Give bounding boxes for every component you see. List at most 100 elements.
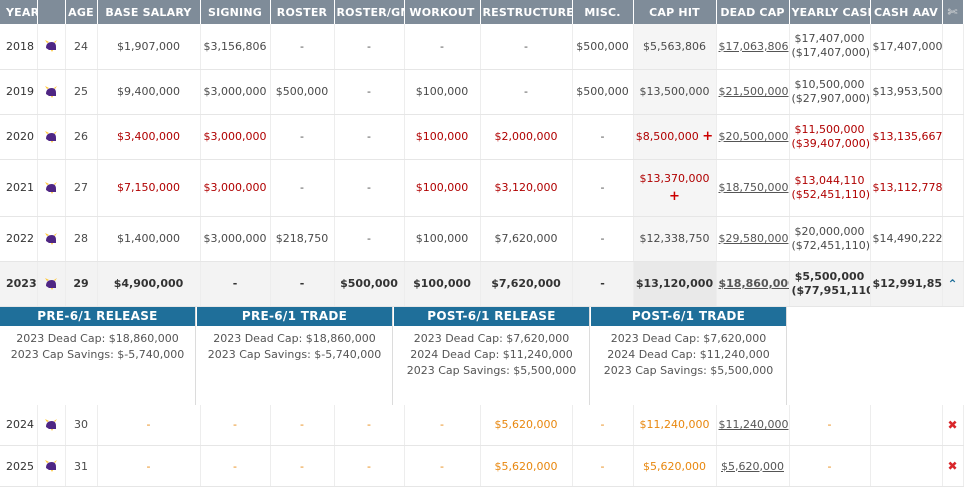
vikings-helmet-icon [45, 130, 57, 143]
dead-cap-cell[interactable]: $20,500,000 [716, 114, 790, 160]
col-signing[interactable]: SIGNING [200, 0, 271, 24]
col-yearly-cash[interactable]: YEARLY CASH [789, 0, 871, 24]
dead-cap-cell[interactable]: $17,063,806 [716, 24, 790, 70]
cap-hit-cell: $12,338,750 [633, 216, 717, 262]
vikings-helmet-icon [45, 418, 57, 431]
age-cell: 28 [65, 216, 98, 262]
vikings-helmet-icon [45, 232, 57, 245]
vikings-helmet-icon [45, 40, 57, 53]
scenario-line: 2023 Dead Cap: $18,860,000 [213, 331, 376, 345]
dead-cap-link[interactable]: $21,500,000 [718, 85, 789, 98]
scenario-title: PRE-6/1 RELEASE [0, 306, 195, 326]
misc-cell: - [572, 114, 634, 160]
col-age[interactable]: AGE [65, 0, 98, 24]
dead-cap-cell[interactable]: $5,620,000 [716, 445, 790, 487]
cash-aav-cell: $12,991,852 [870, 261, 943, 307]
scenario-title: POST-6/1 RELEASE [394, 306, 589, 326]
scissors-icon[interactable]: ✄ [947, 5, 958, 19]
vikings-helmet-icon [45, 85, 57, 98]
col-restructure[interactable]: RESTRUCTURE [480, 0, 573, 24]
col-base-salary[interactable]: BASE SALARY [97, 0, 201, 24]
col-misc[interactable]: MISC. [572, 0, 634, 24]
dead-cap-cell[interactable]: $11,240,000 [716, 404, 790, 446]
roster-gm-cell: - [334, 445, 405, 487]
table-row[interactable]: 2022 28 $1,400,000 $3,000,000 $218,750 -… [0, 216, 964, 262]
cumulative-cash-value: ($52,451,110) [791, 187, 870, 201]
roster-cell: - [270, 114, 335, 160]
release-scenarios-cell: PRE-6/1 RELEASE 2023 Dead Cap: $18,860,0… [0, 306, 963, 405]
cap-hit-value: $12,338,750 [639, 232, 710, 245]
year-cell: 2020 [0, 114, 38, 160]
roster-gm-cell: - [334, 69, 405, 115]
age-cell: 31 [65, 445, 98, 487]
dead-cap-cell[interactable]: $18,860,000 [716, 261, 790, 307]
yearly-cash-value: $5,500,000 [794, 269, 865, 283]
age-cell: 26 [65, 114, 98, 160]
table-row[interactable]: 2021 27 $7,150,000 $3,000,000 - - $100,0… [0, 159, 964, 217]
table-row[interactable]: 2020 26 $3,400,000 $3,000,000 - - $100,0… [0, 114, 964, 160]
cap-hit-value: $5,563,806 [643, 39, 706, 53]
restructure-cell: - [480, 69, 573, 115]
vikings-helmet-icon [45, 460, 57, 472]
team-logo-cell [37, 69, 66, 115]
dead-cap-link[interactable]: $18,860,000 [718, 277, 789, 290]
table-row-current-year[interactable]: 2023 29 $4,900,000 - - $500,000 $100,000… [0, 261, 964, 307]
team-logo-cell [37, 216, 66, 262]
col-workout[interactable]: WORKOUT [404, 0, 481, 24]
cap-hit-value: $8,500,000 [635, 130, 699, 143]
vikings-helmet-icon [45, 181, 57, 194]
col-year[interactable]: YEAR [0, 0, 38, 24]
col-tools[interactable]: ✄ [942, 0, 964, 24]
workout-cell: $100,000 [404, 216, 481, 262]
scenario-line: 2023 Cap Savings: $-5,740,000 [207, 347, 382, 361]
roster-cell: - [270, 445, 335, 487]
scenario-title: PRE-6/1 TRADE [197, 306, 392, 326]
col-roster[interactable]: ROSTER [270, 0, 335, 24]
cap-hit-cell: $13,500,000 [633, 69, 717, 115]
table-row-future[interactable]: 2024 30 - - - - - $5,620,000 - $11,240,0… [0, 404, 964, 446]
table-row-future[interactable]: 2025 31 - - - - - $5,620,000 - $5,620,00… [0, 445, 964, 487]
restructure-cell: $5,620,000 [480, 445, 573, 487]
age-cell: 27 [65, 159, 98, 217]
cumulative-cash-value: ($17,407,000) [791, 46, 870, 60]
remove-year-close-icon[interactable]: ✖ [947, 459, 958, 473]
workout-cell: $100,000 [404, 69, 481, 115]
table-row[interactable]: 2019 25 $9,400,000 $3,000,000 $500,000 -… [0, 69, 964, 115]
dead-cap-link[interactable]: $11,240,000 [718, 418, 789, 432]
collapse-chevron-up-icon[interactable]: ⌃ [947, 276, 958, 291]
tools-cell[interactable]: ✖ [942, 404, 964, 446]
dead-cap-cell[interactable]: $18,750,000 [716, 159, 790, 217]
roster-gm-cell: - [334, 114, 405, 160]
dead-cap-link[interactable]: $29,580,000 [718, 232, 789, 245]
cap-hit-adjustment-icon[interactable]: + [702, 129, 714, 144]
table-row[interactable]: 2018 24 $1,907,000 $3,156,806 - - - - $5… [0, 24, 964, 70]
tools-cell[interactable]: ⌃ [942, 261, 964, 307]
col-cap-hit[interactable]: CAP HIT [633, 0, 717, 24]
signing-cell: $3,000,000 [200, 216, 271, 262]
workout-cell: $100,000 [404, 159, 481, 217]
yearly-cash-cell: - [789, 404, 871, 446]
cumulative-cash-value: ($77,951,110) [791, 283, 870, 297]
tools-cell[interactable]: ✖ [942, 445, 964, 487]
signing-cell: $3,000,000 [200, 69, 271, 115]
dead-cap-link[interactable]: $20,500,000 [718, 130, 789, 143]
cap-hit-adjustment-icon[interactable]: + [669, 188, 680, 204]
year-cell: 2019 [0, 69, 38, 115]
remove-year-close-icon[interactable]: ✖ [947, 417, 958, 432]
col-dead-cap[interactable]: DEAD CAP [716, 0, 790, 24]
scenario-line: 2023 Dead Cap: $7,620,000 [413, 331, 570, 345]
signing-cell: - [200, 261, 271, 307]
dead-cap-link[interactable]: $17,063,806 [718, 39, 789, 53]
scenario-line: 2024 Dead Cap: $11,240,000 [607, 347, 770, 361]
dead-cap-link[interactable]: $18,750,000 [718, 181, 789, 194]
cap-hit-value: $13,370,000 [639, 171, 710, 185]
col-cash-aav[interactable]: CASH AAV [870, 0, 943, 24]
dead-cap-cell[interactable]: $21,500,000 [716, 69, 790, 115]
col-roster-gm[interactable]: ROSTER/GM [334, 0, 405, 24]
misc-cell: - [572, 445, 634, 487]
dead-cap-link[interactable]: $5,620,000 [721, 459, 784, 473]
cap-hit-value: $5,620,000 [643, 459, 706, 473]
roster-cell: - [270, 159, 335, 217]
dead-cap-cell[interactable]: $29,580,000 [716, 216, 790, 262]
